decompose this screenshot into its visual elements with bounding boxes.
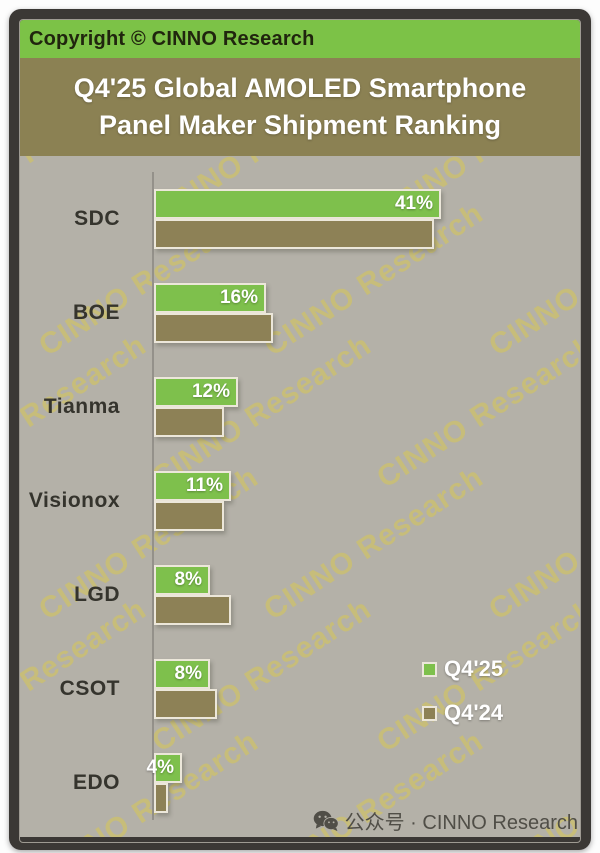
category-label: CSOT: [59, 677, 120, 700]
bar-value-label: 16%: [219, 287, 258, 308]
footer-source: 公众号 · CINNO Research: [313, 806, 578, 835]
legend-item: Q4'25: [422, 656, 503, 682]
bar-group-sdc: SDC 41%: [20, 189, 580, 251]
wechat-icon: [313, 810, 339, 831]
legend-swatch: [422, 661, 437, 677]
bar-q425: 41%: [154, 189, 441, 219]
bar-pair: 8%: [154, 659, 217, 719]
legend-label: Q4'24: [444, 700, 504, 725]
bar-q424: [154, 407, 224, 437]
bar-pair: 8%: [154, 565, 231, 625]
category-label: SDC: [74, 207, 120, 230]
chart-area: CINNO Research CINNO Research CINNO Resear…: [20, 156, 580, 837]
bar-q424: [154, 595, 231, 625]
bar-pair: 11%: [154, 471, 231, 531]
axis-baseline: [152, 172, 154, 820]
bar-group-csot: CSOT 8%: [20, 659, 580, 721]
category-label: BOE: [72, 301, 120, 324]
bar-q424: [154, 783, 168, 813]
bar-q424: [154, 219, 434, 249]
bar-value-label: 8%: [174, 663, 202, 684]
bar-q425: 4%: [147, 753, 182, 783]
legend: Q4'25 Q4'24: [422, 656, 503, 744]
legend-item: Q4'24: [422, 700, 503, 726]
bar-group-tianma: Tianma 12%: [20, 377, 580, 439]
bar-value-label: 12%: [191, 381, 230, 402]
copyright-bar: Copyright © CINNO Research: [20, 20, 580, 58]
bar-pair: 12%: [154, 377, 238, 437]
title-bar: Q4'25 Global AMOLED Smartphone Panel Mak…: [20, 58, 580, 156]
legend-label: Q4'25: [444, 656, 504, 681]
copyright-text: Copyright © CINNO Research: [29, 27, 315, 50]
bar-q425: 11%: [154, 471, 231, 501]
bar-q425: 12%: [154, 377, 238, 407]
category-label: EDO: [72, 771, 120, 794]
bar-value-label: 11%: [186, 475, 223, 496]
bar-q425: 16%: [154, 283, 266, 313]
bar-q424: [154, 689, 217, 719]
bar-pair: 16%: [154, 283, 273, 343]
bar-value-label: 8%: [174, 569, 202, 590]
bar-pair: 41%: [154, 189, 441, 249]
chart-title-line2: Panel Maker Shipment Ranking: [98, 110, 502, 140]
content: Copyright © CINNO Research Q4'25 Global …: [19, 19, 581, 843]
bar-group-boe: BOE 16%: [20, 283, 580, 345]
footer-source-text: 公众号 · CINNO Research: [344, 812, 578, 834]
bar-group-lgd: LGD 8%: [20, 565, 580, 627]
category-label: Visionox: [28, 489, 120, 512]
bar-group-edo: EDO 4%: [20, 753, 580, 815]
bar-q425: 8%: [154, 565, 210, 595]
chart-title-line1: Q4'25 Global AMOLED Smartphone: [73, 73, 527, 104]
bar-q424: [154, 313, 273, 343]
outer-frame: Copyright © CINNO Research Q4'25 Global …: [9, 9, 591, 850]
bar-q424: [154, 501, 224, 531]
bar-q425: 8%: [154, 659, 210, 689]
bar-value-label: 41%: [394, 193, 433, 214]
category-label: Tianma: [43, 395, 120, 418]
category-label: LGD: [74, 583, 120, 606]
bar-pair: 4%: [147, 753, 182, 813]
bar-value-label: 4%: [146, 757, 174, 778]
legend-swatch: [422, 705, 437, 721]
bar-group-visionox: Visionox 11%: [20, 471, 580, 533]
